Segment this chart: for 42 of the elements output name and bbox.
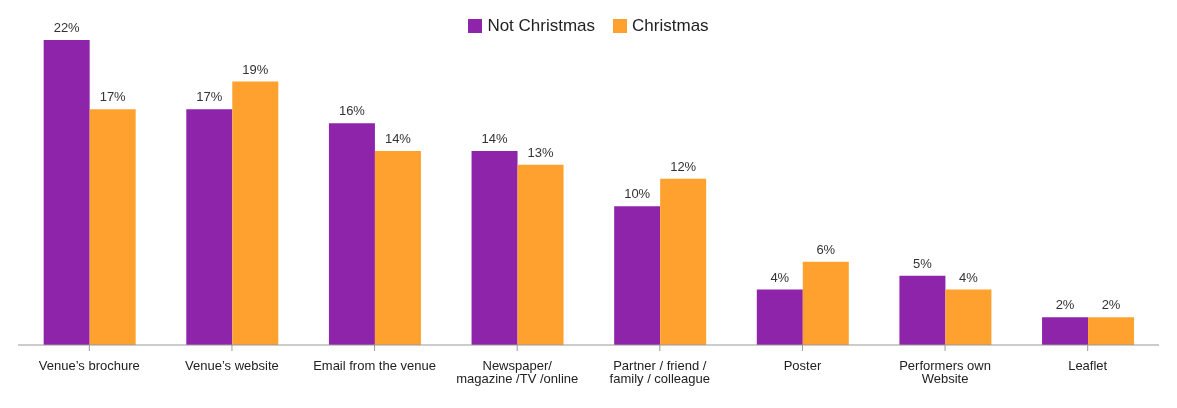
legend-label: Not Christmas <box>486 16 596 36</box>
bar <box>1042 317 1089 345</box>
data-label: 4% <box>959 269 979 285</box>
x-tick-label: Poster <box>783 358 822 374</box>
data-label: 14% <box>481 130 508 146</box>
data-label: 22% <box>53 20 81 35</box>
data-label: 6% <box>816 241 836 257</box>
data-label: 12% <box>670 158 697 174</box>
bar <box>232 81 279 345</box>
bar <box>1088 317 1135 345</box>
data-label: 16% <box>338 103 366 119</box>
bar <box>517 164 564 345</box>
data-label: 17% <box>196 89 223 105</box>
bar <box>186 109 233 345</box>
bar <box>802 261 849 345</box>
bar <box>374 150 421 345</box>
data-label: 14% <box>384 130 412 146</box>
x-tick-label: Performers own Website <box>899 358 991 387</box>
legend-label: Christmas <box>631 16 709 36</box>
x-tick-label: Partner / friend / family / colleague <box>609 358 711 387</box>
bar <box>899 275 946 345</box>
bar <box>471 150 518 345</box>
bar <box>660 178 707 345</box>
data-label: 2% <box>1055 297 1075 313</box>
x-tick-label: Leaflet <box>1068 358 1108 374</box>
x-tick-label: Email from the venue <box>313 358 436 374</box>
bar <box>945 289 992 345</box>
bar <box>756 289 803 345</box>
data-label: 17% <box>99 89 127 105</box>
data-label: 10% <box>624 186 651 202</box>
bar <box>43 40 90 345</box>
data-label: 2% <box>1101 297 1121 313</box>
bar <box>328 123 375 345</box>
data-label: 13% <box>527 144 554 160</box>
x-tick-label: Newspaper/ magazine /TV /online <box>456 358 579 387</box>
data-label: 5% <box>913 255 933 271</box>
data-label: 4% <box>770 269 790 285</box>
bar <box>89 109 136 345</box>
x-tick-label: Venue’s brochure <box>38 358 140 374</box>
data-label: 19% <box>242 61 269 77</box>
bar <box>614 206 661 345</box>
x-tick-label: Venue’s website <box>185 358 279 374</box>
